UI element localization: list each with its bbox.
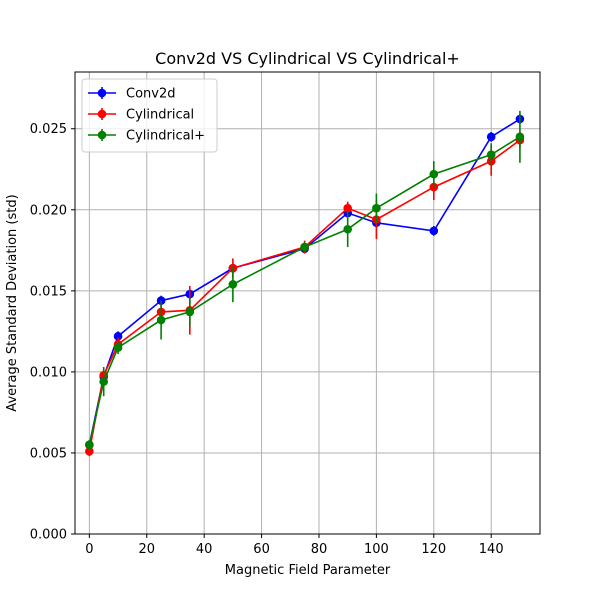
x-tick-label: 40 <box>196 542 213 557</box>
data-point-cylindrical-plus <box>486 150 496 159</box>
y-tick-label: 0.025 <box>30 122 67 137</box>
series-cylindrical-plus <box>85 110 525 450</box>
y-tick-label: 0.005 <box>30 446 67 461</box>
chart-title: Conv2d VS Cylindrical VS Cylindrical+ <box>155 49 460 68</box>
data-point-cylindrical <box>343 203 352 213</box>
legend-label-conv2d: Conv2d <box>126 87 176 102</box>
legend-box <box>81 78 218 153</box>
data-point-cylindrical-plus <box>156 315 166 325</box>
data-point-conv2d <box>113 331 123 341</box>
data-point-cylindrical-plus <box>300 242 309 252</box>
x-axis-label: Magnetic Field Parameter <box>225 563 391 578</box>
y-tick-label: 0.010 <box>30 365 67 380</box>
series-line-cylindrical-plus <box>88 136 521 446</box>
legend-marker-cylindrical-plus <box>97 130 107 140</box>
data-point-cylindrical-plus <box>185 307 195 317</box>
legend-marker-cylindrical <box>97 109 107 119</box>
data-point-cylindrical-plus <box>228 280 238 289</box>
data-point-conv2d <box>429 226 439 236</box>
x-tick-label: 140 <box>479 542 504 557</box>
data-point-conv2d <box>486 132 496 142</box>
y-tick-label: 0.015 <box>30 284 67 299</box>
x-tick-label: 0 <box>85 542 93 557</box>
legend: Conv2d Cylindrical Cylindrical+ <box>81 78 218 153</box>
y-tick-label: 0.000 <box>30 528 67 543</box>
x-tick-label: 80 <box>311 542 328 557</box>
x-tick-label: 20 <box>138 542 155 557</box>
data-point-cylindrical-plus <box>343 224 352 234</box>
data-point-cylindrical-plus <box>85 440 94 450</box>
data-point-cylindrical-plus <box>99 377 109 386</box>
legend-label-cylindrical-plus: Cylindrical+ <box>126 129 205 144</box>
y-axis-label: Average Standard Deviation (std) <box>5 194 20 411</box>
data-point-cylindrical <box>85 447 94 456</box>
x-tick-label: 60 <box>253 542 270 557</box>
x-tick-label: 120 <box>421 542 446 557</box>
data-point-cylindrical-plus <box>372 203 381 213</box>
data-point-cylindrical-plus <box>429 169 439 179</box>
series-layer <box>85 110 525 457</box>
y-tick-label: 0.020 <box>30 203 67 218</box>
plot-frame <box>74 71 541 535</box>
ticks-layer: 0 20 40 60 80 100 120 140 0.000 0.005 0.010 0.015 0.… <box>30 122 504 557</box>
legend-label-cylindrical: Cylindrical <box>126 108 194 123</box>
legend-marker-conv2d <box>97 88 107 98</box>
data-point-cylindrical-plus <box>515 132 525 142</box>
x-tick-label: 100 <box>364 542 389 557</box>
data-point-cylindrical-plus <box>113 343 123 352</box>
